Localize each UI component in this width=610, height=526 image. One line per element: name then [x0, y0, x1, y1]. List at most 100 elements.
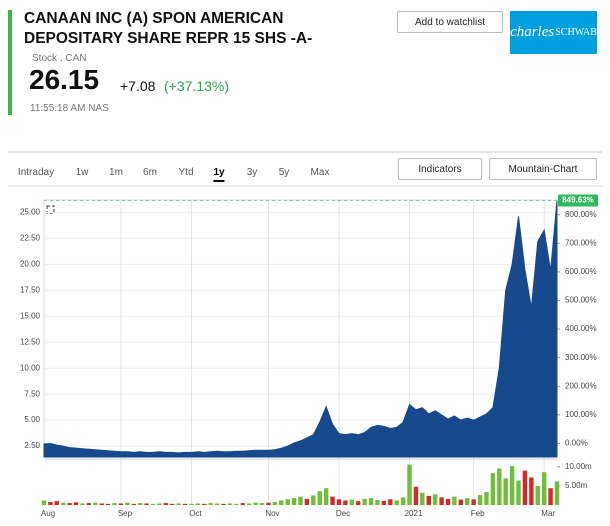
- x-tick-label: Aug: [41, 509, 55, 518]
- volume-bar: [439, 497, 444, 505]
- volume-bar: [381, 500, 387, 505]
- volume-bar: [285, 499, 290, 505]
- volume-bar: [195, 503, 201, 505]
- volume-bar: [99, 503, 104, 505]
- volume-bar: [529, 477, 534, 505]
- indicators-button[interactable]: Indicators: [398, 158, 482, 180]
- range-tab[interactable]: 5y: [278, 167, 290, 178]
- volume-bar: [131, 503, 136, 505]
- y-tick-label: 15.00: [20, 311, 41, 320]
- volume-bar: [490, 472, 496, 505]
- volume-bar: [356, 501, 361, 505]
- volume-bar: [432, 494, 438, 505]
- volume-bar: [105, 503, 111, 505]
- volume-bar: [400, 497, 406, 505]
- volume-bar: [240, 503, 245, 505]
- volume-bar: [176, 503, 181, 505]
- volume-bar: [477, 495, 483, 505]
- volume-bar: [61, 502, 66, 505]
- logo-script: charles: [510, 24, 555, 40]
- range-tab[interactable]: 1w: [75, 167, 89, 178]
- volume-bar: [445, 498, 451, 505]
- range-tab[interactable]: 1y: [213, 167, 225, 182]
- volume-bar: [509, 466, 515, 505]
- volume-bar: [413, 486, 419, 505]
- volume-bar: [471, 499, 476, 505]
- volume-bar: [304, 498, 310, 505]
- y-tick-label: 5.00: [24, 415, 40, 424]
- volume-bar: [80, 503, 85, 505]
- volume-bar: [202, 503, 207, 505]
- volume-bar: [548, 488, 553, 505]
- y-tick-label: 25.00: [20, 208, 41, 217]
- y-tick-label: 20.00: [20, 259, 41, 268]
- volume-bar: [182, 503, 188, 505]
- volume-bar: [54, 501, 60, 505]
- volume-bar: [407, 464, 412, 505]
- volume-bar: [349, 499, 354, 505]
- logo-caps: SCHWAB: [555, 27, 597, 38]
- volume-bar: [137, 503, 143, 505]
- volume-bar: [214, 503, 220, 505]
- volume-bar: [112, 503, 117, 505]
- volume-bar: [247, 503, 252, 505]
- volume-bar: [541, 472, 547, 505]
- volume-bar: [516, 480, 521, 505]
- watchlist-button[interactable]: Add to watchlist: [397, 11, 503, 33]
- volume-bar: [41, 500, 47, 505]
- volume-bar: [497, 468, 502, 505]
- volume-tick-label: 5.00m: [565, 481, 588, 490]
- volume-bar: [362, 498, 367, 505]
- volume-bar: [336, 499, 342, 505]
- range-tab[interactable]: Max: [310, 167, 330, 178]
- volume-bar: [368, 498, 374, 505]
- logo[interactable]: charles SCHWAB: [510, 11, 597, 54]
- volume-bar: [227, 503, 233, 505]
- volume-bar: [253, 502, 258, 505]
- volume-bar: [234, 503, 239, 505]
- range-tab[interactable]: 6m: [143, 167, 157, 178]
- volume-bar: [48, 501, 53, 505]
- volume-bar: [317, 491, 322, 505]
- volume-bar: [291, 498, 297, 505]
- change-pct: (+37.13%): [164, 78, 229, 94]
- volume-bar: [73, 502, 79, 505]
- last-badge: [558, 194, 598, 207]
- x-tick-label: Mar: [541, 509, 555, 518]
- y2-tick-label: 400.00%: [565, 324, 597, 333]
- range-tab[interactable]: 1m: [109, 167, 123, 178]
- accent-bar: [8, 10, 12, 115]
- y-tick-label: 22.50: [20, 234, 41, 243]
- volume-bar: [298, 496, 303, 505]
- kind: Stock , CAN: [32, 53, 87, 64]
- x-tick-label: Sep: [118, 509, 133, 518]
- volume-bar: [452, 496, 457, 505]
- volume-bar: [535, 485, 540, 505]
- volume-tick-label: 10.00m: [565, 462, 592, 471]
- y2-tick-label: 0.00%: [565, 439, 588, 448]
- volume-bar: [272, 501, 278, 505]
- volume-bar: [157, 503, 162, 505]
- range-tab[interactable]: 3y: [246, 167, 258, 178]
- range-tab[interactable]: Ytd: [178, 167, 194, 178]
- change: +7.08: [120, 78, 156, 94]
- volume-bar: [163, 503, 169, 505]
- volume-bar: [86, 503, 92, 505]
- chart-type-button[interactable]: Mountain-Chart: [489, 158, 597, 180]
- y2-tick-label: 700.00%: [565, 238, 597, 247]
- fullscreen-icon[interactable]: [46, 205, 55, 214]
- y-tick-label: 12.50: [20, 337, 41, 346]
- volume-bar: [503, 478, 508, 505]
- volume-bar: [118, 503, 124, 505]
- volume-bar: [554, 481, 560, 505]
- volume-bar: [67, 503, 72, 505]
- x-tick-label: Feb: [471, 509, 485, 518]
- volume-bar: [311, 495, 316, 505]
- range-tab[interactable]: Intraday: [17, 167, 55, 178]
- y2-tick-label: 800.00%: [565, 210, 597, 219]
- x-tick-label: Oct: [189, 509, 202, 518]
- volume-bar: [394, 500, 399, 505]
- price: 26.15: [29, 64, 100, 95]
- volume-bar: [484, 492, 489, 505]
